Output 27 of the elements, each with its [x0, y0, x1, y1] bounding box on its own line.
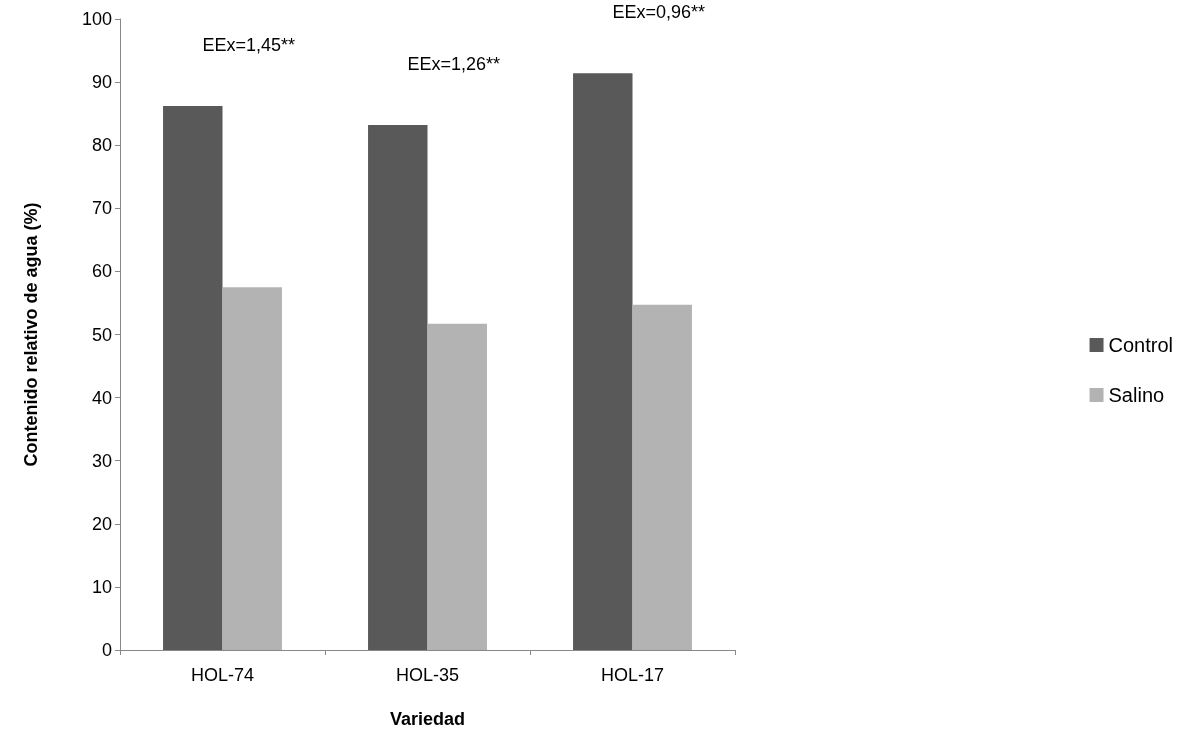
y-tick-label: 10 [91, 576, 112, 597]
y-tick-label: 0 [101, 640, 112, 660]
y-tick-label: 50 [91, 324, 112, 345]
bar [368, 125, 428, 650]
y-tick-label: 20 [91, 513, 112, 534]
y-tick-label: 60 [91, 261, 112, 282]
y-tick-label: 40 [91, 387, 112, 408]
x-tick-label: HOL-35 [395, 665, 460, 685]
y-tick-label: 100 [81, 9, 112, 29]
annotation: EEx=1,45** [202, 35, 296, 56]
y-axis-title: Contenido relativo de agua (%) [21, 202, 41, 467]
x-tick-label: HOL-17 [600, 665, 665, 685]
y-tick-label: 30 [91, 450, 112, 471]
bar [427, 323, 487, 650]
y-tick-label: 70 [91, 198, 112, 219]
x-tick-label: HOL-74 [190, 665, 255, 685]
y-tick-label: 80 [91, 135, 112, 156]
bar [163, 106, 223, 650]
bar [573, 73, 633, 650]
x-axis-title: Variedad [389, 709, 466, 729]
bar [222, 287, 282, 650]
annotation: EEx=1,26** [407, 54, 501, 75]
legend-label: Control [1108, 334, 1174, 356]
annotation: EEx=0,96** [612, 2, 706, 23]
legend-label: Salino [1108, 384, 1165, 406]
bar [632, 304, 692, 650]
y-tick-label: 90 [91, 72, 112, 93]
